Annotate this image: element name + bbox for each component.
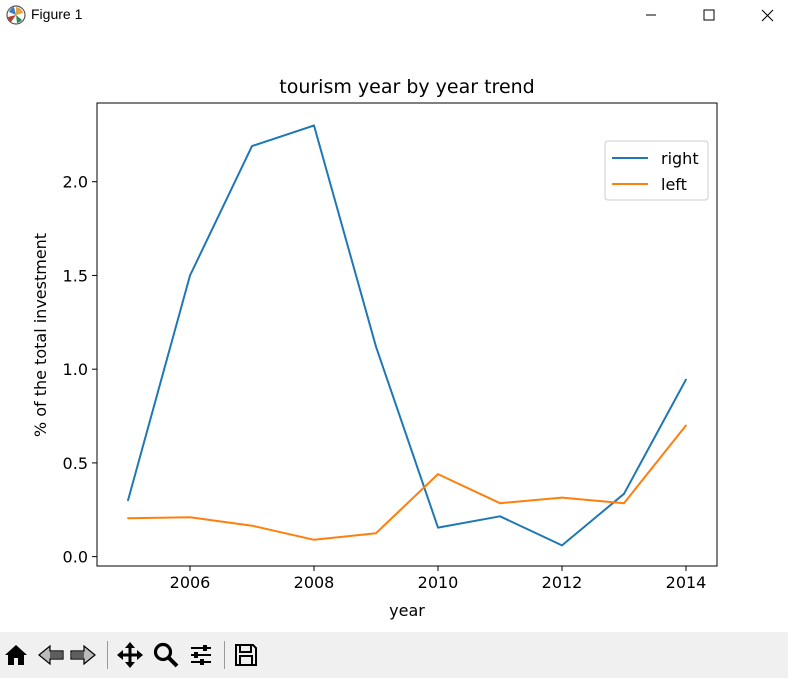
window-title: Figure 1 <box>31 6 83 22</box>
series-line-left <box>127 424 687 541</box>
data-point-left <box>251 524 253 527</box>
back-button[interactable] <box>36 640 66 670</box>
close-icon <box>761 9 773 21</box>
configure-subplots-icon <box>191 645 211 665</box>
data-point-right <box>375 345 377 348</box>
y-tick-label: 0.5 <box>63 454 88 473</box>
series-layer <box>127 124 687 547</box>
pan-icon <box>117 642 143 668</box>
x-tick-label: 2014 <box>666 573 707 592</box>
pan-button[interactable] <box>115 640 145 670</box>
forward-button[interactable] <box>68 640 98 670</box>
zoom-icon <box>153 642 179 668</box>
matplotlib-icon <box>6 5 26 25</box>
line-chart: 2006 2008 2010 2012 2014 0.0 0.5 1.0 1.5 2.0 tou… <box>31 76 718 620</box>
x-tick-label: 2010 <box>418 573 459 592</box>
data-point-left <box>437 473 439 476</box>
save-button[interactable] <box>231 640 261 670</box>
legend-box <box>604 140 709 201</box>
minimize-button[interactable] <box>622 0 680 30</box>
window-titlebar: Figure 1 <box>0 0 788 30</box>
y-tick-label: 1.0 <box>63 360 88 379</box>
x-ticks: 2006 2008 2010 2012 2014 <box>170 566 707 592</box>
y-tick-label: 2.0 <box>63 173 88 192</box>
legend-label-right: right <box>661 149 699 168</box>
figure-canvas: 2006 2008 2010 2012 2014 0.0 0.5 1.0 1.5 2.0 tou… <box>0 30 788 632</box>
y-tick-label: 0.0 <box>63 548 88 567</box>
y-axis-label: % of the total investment <box>31 233 50 437</box>
data-point-right <box>127 499 129 502</box>
data-point-left <box>313 538 315 541</box>
data-point-left <box>685 424 687 427</box>
maximize-icon <box>703 9 715 21</box>
y-ticks: 0.0 0.5 1.0 1.5 2.0 <box>63 173 97 567</box>
data-point-right <box>251 145 253 148</box>
save-icon <box>235 644 257 666</box>
maximize-button[interactable] <box>680 0 738 30</box>
x-tick-label: 2006 <box>170 573 211 592</box>
data-point-left <box>499 502 501 505</box>
configure-subplots-button[interactable] <box>186 640 216 670</box>
navigation-toolbar <box>0 632 788 678</box>
plot-frame <box>96 102 718 567</box>
series-line-right <box>127 124 687 547</box>
data-point-left <box>561 496 563 499</box>
y-tick-label: 1.5 <box>63 266 88 285</box>
toolbar-separator <box>224 641 225 669</box>
data-point-right <box>437 526 439 529</box>
legend: right left <box>604 140 709 201</box>
home-button[interactable] <box>1 640 31 670</box>
zoom-button[interactable] <box>151 640 181 670</box>
data-point-right <box>561 544 563 547</box>
chart-title: tourism year by year trend <box>279 76 535 98</box>
home-icon <box>5 645 27 665</box>
x-axis-label: year <box>389 601 425 620</box>
data-point-right <box>623 492 625 495</box>
data-point-right <box>189 274 191 277</box>
data-point-left <box>375 532 377 535</box>
minimize-icon <box>646 14 656 16</box>
x-tick-label: 2008 <box>294 573 335 592</box>
back-arrow-icon <box>38 644 64 666</box>
close-button[interactable] <box>738 0 788 30</box>
data-point-right <box>313 124 315 127</box>
data-point-right <box>499 515 501 518</box>
forward-arrow-icon <box>70 644 96 666</box>
legend-label-left: left <box>661 175 687 194</box>
data-point-left <box>623 502 625 505</box>
x-tick-label: 2012 <box>542 573 583 592</box>
toolbar-separator <box>107 641 108 669</box>
data-point-left <box>127 517 129 520</box>
data-point-right <box>685 378 687 381</box>
data-point-left <box>189 516 191 519</box>
